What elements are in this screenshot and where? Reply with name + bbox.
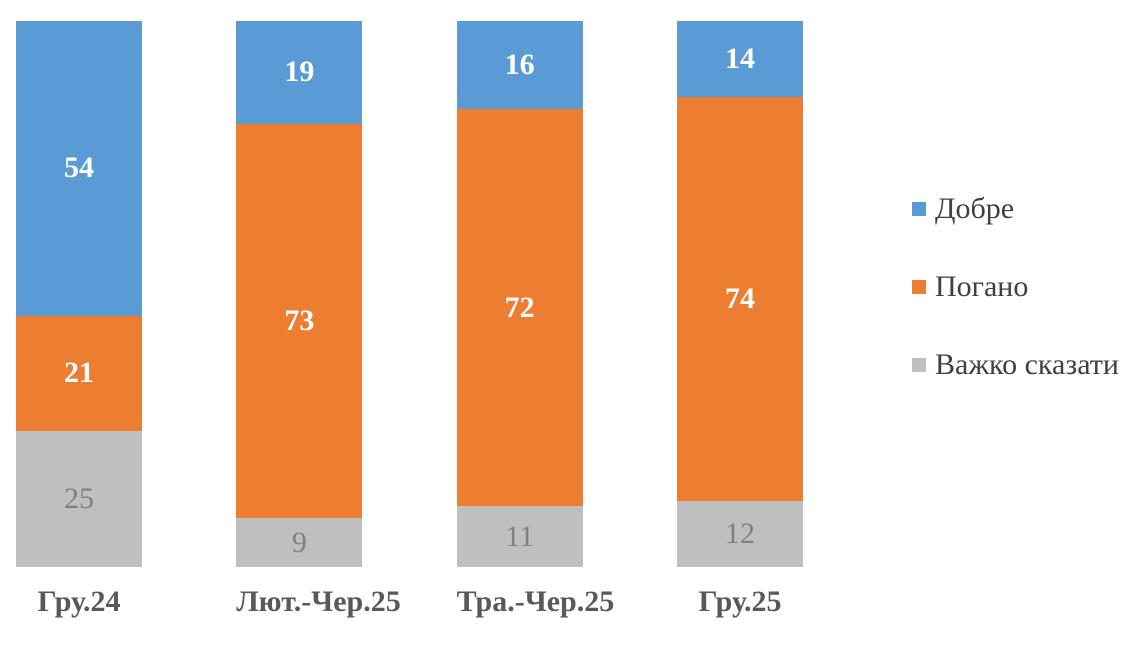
- bar-segment: 14: [676, 21, 803, 98]
- legend-swatch-blue-icon: [912, 202, 926, 216]
- data-label: 19: [284, 55, 315, 89]
- bar-segment: 25: [16, 430, 142, 567]
- stacked-bar-0: 54 21 25: [16, 21, 142, 567]
- data-label: 9: [291, 525, 307, 559]
- x-axis-label-gru24: Гру.24: [37, 585, 121, 618]
- bar-segment: 72: [456, 109, 583, 507]
- data-label: 16: [504, 48, 535, 82]
- data-label: 12: [724, 517, 755, 551]
- x-axis: Гру.24 Лют.-Чер.25 Тра.-Чер.25 Гру.25: [16, 585, 803, 619]
- stacked-bar-1: 19 73 9: [236, 21, 363, 568]
- legend-swatch-gray-icon: [912, 358, 926, 372]
- legend-item-pogano: Погано: [912, 270, 1119, 304]
- data-label: 14: [724, 42, 755, 76]
- legend-label-pogano: Погано: [935, 270, 1029, 303]
- data-label: 21: [64, 356, 94, 390]
- bar-segment: 16: [456, 21, 583, 110]
- bar-segment: 73: [236, 123, 363, 519]
- data-label: 72: [504, 290, 535, 324]
- bar-segment: 11: [456, 506, 583, 568]
- x-axis-label-tra-cher25: Тра.-Чер.25: [456, 585, 615, 618]
- legend-swatch-orange-icon: [912, 280, 926, 294]
- stacked-bar-2: 16 72 11: [456, 21, 583, 568]
- legend-item-dobre: Добре: [912, 192, 1119, 226]
- bar-segment: 9: [236, 518, 363, 568]
- stacked-bar-3: 14 74 12: [676, 21, 803, 567]
- legend-label-vazhko-skazaty: Важко сказати: [935, 348, 1119, 381]
- x-axis-label-lyut-cher25: Лют.-Чер.25: [236, 585, 401, 618]
- x-axis-label-gru25: Гру.25: [698, 585, 782, 618]
- bar-segment: 12: [676, 501, 803, 567]
- legend-item-vazhko-skazaty: Важко сказати: [912, 348, 1119, 382]
- bar-segment: 19: [236, 21, 363, 124]
- data-label: 54: [64, 151, 94, 185]
- bar-segment: 21: [16, 315, 142, 431]
- bar-segment: 74: [676, 97, 803, 502]
- legend-label-dobre: Добре: [935, 192, 1015, 225]
- data-label: 11: [505, 519, 535, 553]
- data-label: 25: [64, 481, 94, 515]
- legend: Добре Погано Важко сказати: [912, 192, 1119, 382]
- plot-area: 54 21 25 19 73 9 16 72 11 14 74 12: [16, 21, 803, 568]
- data-label: 74: [724, 282, 755, 316]
- bar-segment: 54: [16, 21, 142, 316]
- data-label: 73: [284, 304, 315, 338]
